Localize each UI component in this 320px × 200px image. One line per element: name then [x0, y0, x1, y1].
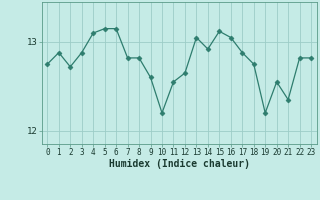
X-axis label: Humidex (Indice chaleur): Humidex (Indice chaleur) [109, 159, 250, 169]
